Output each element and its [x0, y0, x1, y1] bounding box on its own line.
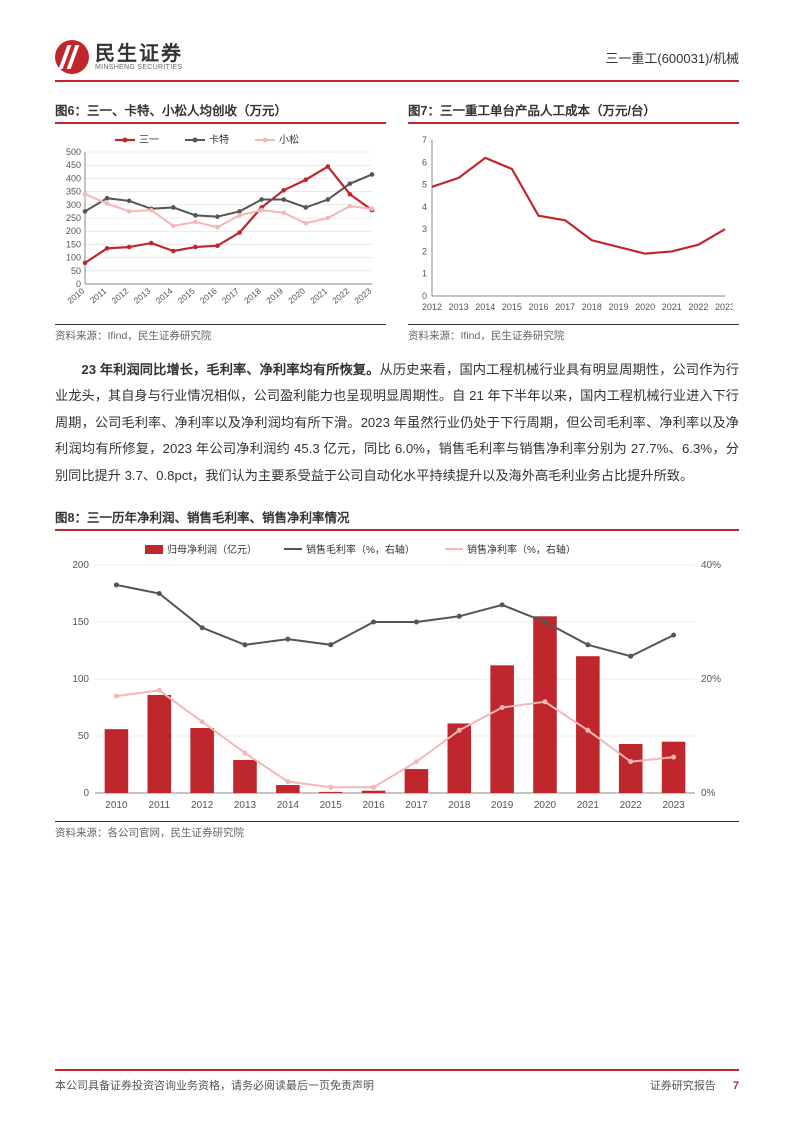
svg-text:250: 250 — [66, 213, 81, 223]
page-number: 7 — [733, 1080, 739, 1092]
page-header: 民生证券 MINSHENG SECURITIES 三一重工(600031)/机械 — [55, 40, 739, 82]
svg-text:销售毛利率（%，右轴）: 销售毛利率（%，右轴） — [306, 543, 415, 556]
svg-text:50: 50 — [71, 266, 81, 276]
svg-text:0: 0 — [83, 788, 89, 799]
page-footer: 本公司具备证券投资咨询业务资格，请务必阅读最后一页免责声明 证券研究报告 7 — [55, 1069, 739, 1093]
svg-text:2023: 2023 — [352, 286, 373, 306]
figure-7-chart: 0 1 2 3 4 5 6 7 2012 2013 2014 2015 2016 2017 2018 2019… — [408, 130, 733, 320]
svg-text:2: 2 — [422, 246, 427, 256]
svg-text:350: 350 — [66, 187, 81, 197]
svg-text:2021: 2021 — [662, 302, 682, 312]
svg-text:2014: 2014 — [154, 286, 175, 306]
figure-8-source: 资料来源：各公司官网，民生证券研究院 — [55, 821, 739, 840]
svg-text:2019: 2019 — [608, 302, 628, 312]
svg-text:三一: 三一 — [139, 135, 159, 146]
logo: 民生证券 MINSHENG SECURITIES — [55, 40, 183, 74]
body-paragraph: 23 年利润同比增长，毛利率、净利率均有所恢复。从历史来看，国内工程机械行业具有… — [55, 357, 739, 489]
svg-text:0%: 0% — [701, 788, 716, 799]
svg-text:5: 5 — [422, 180, 427, 190]
svg-text:2012: 2012 — [110, 286, 131, 306]
svg-text:2010: 2010 — [65, 286, 86, 306]
svg-text:2022: 2022 — [330, 286, 351, 306]
figure-7-source: 资料来源：Ifind，民生证券研究院 — [408, 324, 739, 343]
svg-text:50: 50 — [78, 731, 90, 742]
svg-text:2017: 2017 — [220, 286, 241, 306]
svg-text:2015: 2015 — [176, 286, 197, 306]
figure-6-source: 资料来源：Ifind，民生证券研究院 — [55, 324, 386, 343]
svg-text:4: 4 — [422, 202, 427, 212]
svg-text:1: 1 — [422, 269, 427, 279]
svg-text:2011: 2011 — [88, 286, 109, 306]
svg-text:200: 200 — [66, 226, 81, 236]
svg-text:2012: 2012 — [422, 302, 442, 312]
svg-text:2020: 2020 — [286, 286, 307, 306]
figure-6-title: 图6：三一、卡特、小松人均创收（万元） — [55, 100, 386, 124]
svg-text:40%: 40% — [701, 560, 721, 571]
svg-text:2017: 2017 — [555, 302, 575, 312]
body-rest: 从历史来看，国内工程机械行业具有明显周期性，公司作为行业龙头，其自身与行业情况相… — [55, 362, 739, 483]
svg-text:2020: 2020 — [635, 302, 655, 312]
svg-text:2019: 2019 — [264, 286, 285, 306]
svg-text:2015: 2015 — [502, 302, 522, 312]
logo-cn: 民生证券 — [95, 44, 183, 64]
figure-7-title: 图7：三一重工单台产品人工成本（万元/台） — [408, 100, 739, 124]
svg-text:2013: 2013 — [449, 302, 469, 312]
svg-text:2023: 2023 — [662, 800, 685, 811]
svg-text:2016: 2016 — [198, 286, 219, 306]
svg-text:7: 7 — [422, 135, 427, 145]
figure-6-chart: 0501001502002503003504004505002010201120… — [55, 130, 380, 320]
svg-text:2015: 2015 — [320, 800, 343, 811]
body-lead: 23 年利润同比增长，毛利率、净利率均有所恢复。 — [81, 362, 379, 377]
svg-text:400: 400 — [66, 173, 81, 183]
svg-text:2017: 2017 — [405, 800, 428, 811]
figure-8-title: 图8：三一历年净利润、销售毛利率、销售净利率情况 — [55, 507, 739, 531]
svg-text:2013: 2013 — [132, 286, 153, 306]
logo-en: MINSHENG SECURITIES — [95, 64, 183, 71]
svg-text:2020: 2020 — [534, 800, 557, 811]
svg-text:3: 3 — [422, 224, 427, 234]
svg-text:150: 150 — [72, 617, 89, 628]
logo-icon — [55, 40, 89, 74]
svg-text:2014: 2014 — [277, 800, 300, 811]
figure-8: 图8：三一历年净利润、销售毛利率、销售净利率情况 0 50 100 150 200 0% 2… — [55, 507, 739, 840]
svg-text:2011: 2011 — [149, 800, 171, 811]
svg-text:2019: 2019 — [491, 800, 514, 811]
svg-text:450: 450 — [66, 160, 81, 170]
figure-8-chart: 0 50 100 150 200 0% 20% 40% 归母净利润（亿元） 销售毛利率（%，右轴）… — [55, 537, 735, 817]
figure-7: 图7：三一重工单台产品人工成本（万元/台） 0 1 2 3 4 5 6 7 2012 2013 20… — [408, 100, 739, 343]
svg-text:500: 500 — [66, 147, 81, 157]
svg-text:2016: 2016 — [529, 302, 549, 312]
svg-text:2023: 2023 — [715, 302, 733, 312]
svg-text:2014: 2014 — [475, 302, 495, 312]
svg-text:100: 100 — [72, 674, 89, 685]
svg-text:2012: 2012 — [191, 800, 214, 811]
svg-text:100: 100 — [66, 253, 81, 263]
svg-text:2018: 2018 — [582, 302, 602, 312]
svg-text:6: 6 — [422, 157, 427, 167]
svg-text:300: 300 — [66, 200, 81, 210]
footer-right: 证券研究报告 — [650, 1080, 716, 1092]
svg-text:2022: 2022 — [688, 302, 708, 312]
header-right: 三一重工(600031)/机械 — [605, 48, 739, 67]
svg-text:卡特: 卡特 — [209, 133, 229, 146]
svg-text:20%: 20% — [701, 674, 721, 685]
svg-text:2010: 2010 — [105, 800, 128, 811]
svg-text:2021: 2021 — [577, 800, 600, 811]
svg-text:归母净利润（亿元）: 归母净利润（亿元） — [167, 543, 257, 556]
svg-text:2021: 2021 — [308, 286, 329, 306]
svg-text:150: 150 — [66, 239, 81, 249]
svg-text:2016: 2016 — [362, 800, 385, 811]
svg-text:小松: 小松 — [279, 133, 299, 146]
svg-text:2022: 2022 — [620, 800, 643, 811]
svg-text:200: 200 — [72, 560, 89, 571]
svg-text:2018: 2018 — [448, 800, 471, 811]
figure-6: 图6：三一、卡特、小松人均创收（万元） 05010015020025030035… — [55, 100, 386, 343]
svg-text:销售净利率（%，右轴）: 销售净利率（%，右轴） — [467, 543, 576, 556]
svg-text:0: 0 — [422, 291, 427, 301]
svg-text:2013: 2013 — [234, 800, 257, 811]
svg-text:2018: 2018 — [242, 286, 263, 306]
footer-left: 本公司具备证券投资咨询业务资格，请务必阅读最后一页免责声明 — [55, 1077, 374, 1093]
